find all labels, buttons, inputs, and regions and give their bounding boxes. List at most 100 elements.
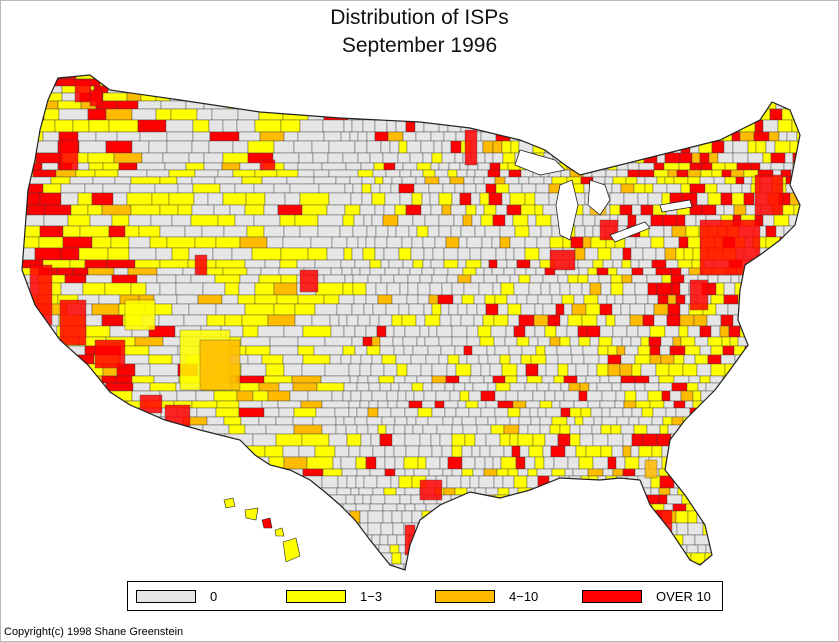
county	[454, 544, 464, 554]
county	[283, 456, 308, 470]
county	[771, 375, 784, 384]
county	[565, 75, 581, 80]
county	[124, 534, 145, 546]
county	[314, 445, 336, 458]
county	[753, 390, 765, 402]
county	[717, 274, 732, 284]
county	[777, 294, 790, 305]
county	[667, 303, 681, 316]
county	[377, 400, 389, 409]
county	[601, 390, 617, 402]
county	[439, 544, 456, 554]
county	[798, 354, 800, 365]
county	[588, 382, 598, 392]
county	[765, 487, 779, 496]
county	[343, 247, 353, 261]
county	[579, 544, 594, 554]
county	[514, 503, 528, 512]
county	[443, 400, 459, 409]
county	[346, 236, 359, 249]
county	[22, 354, 31, 365]
county	[755, 487, 767, 496]
county	[149, 363, 179, 377]
county	[779, 247, 794, 261]
county	[22, 236, 40, 249]
county	[79, 225, 110, 238]
county	[430, 204, 443, 216]
county	[591, 92, 603, 102]
county	[404, 468, 415, 477]
county	[660, 336, 674, 347]
county	[432, 247, 445, 261]
county	[203, 162, 223, 171]
county	[94, 169, 119, 178]
county	[303, 544, 333, 554]
county	[572, 468, 589, 477]
county	[580, 407, 592, 418]
county	[424, 176, 440, 185]
county	[239, 475, 268, 489]
county	[806, 248, 814, 260]
county	[809, 315, 820, 326]
county	[492, 214, 506, 227]
county	[475, 267, 485, 276]
county	[375, 225, 389, 238]
county	[164, 75, 183, 80]
county	[563, 487, 575, 496]
county	[443, 487, 456, 496]
county	[683, 78, 693, 87]
lake-superior	[514, 149, 566, 176]
county	[431, 375, 447, 384]
county	[534, 192, 550, 206]
county	[649, 78, 660, 87]
county	[322, 119, 345, 133]
county	[38, 236, 64, 249]
county	[568, 382, 581, 392]
county	[460, 552, 473, 565]
county	[726, 416, 738, 426]
county	[585, 303, 601, 316]
county	[620, 510, 633, 524]
county	[698, 407, 712, 418]
county	[521, 345, 537, 356]
county	[679, 152, 693, 164]
county	[660, 354, 675, 365]
county	[463, 282, 480, 296]
county	[341, 267, 353, 276]
county	[43, 214, 69, 227]
county	[578, 456, 594, 470]
county	[318, 183, 346, 194]
county	[617, 487, 628, 496]
county	[544, 390, 556, 402]
county	[258, 416, 277, 426]
county	[282, 445, 300, 458]
county	[483, 176, 496, 185]
county	[781, 282, 793, 296]
county	[632, 534, 647, 546]
county	[439, 456, 449, 470]
county	[547, 92, 563, 102]
county	[536, 236, 551, 249]
county	[283, 363, 303, 377]
county	[664, 325, 680, 338]
county	[618, 100, 632, 110]
county-cluster	[689, 279, 709, 311]
county	[789, 78, 800, 87]
county	[641, 92, 652, 102]
county	[567, 274, 579, 284]
county	[497, 487, 510, 496]
county	[695, 468, 706, 477]
county	[770, 78, 780, 87]
county	[387, 534, 398, 546]
county	[751, 445, 765, 458]
county	[795, 534, 800, 546]
county	[128, 236, 151, 249]
county	[549, 282, 561, 296]
county	[599, 375, 610, 384]
county	[673, 400, 686, 409]
county	[524, 236, 538, 249]
county	[136, 162, 166, 171]
county	[99, 544, 125, 554]
county	[22, 176, 31, 185]
county	[732, 522, 746, 536]
